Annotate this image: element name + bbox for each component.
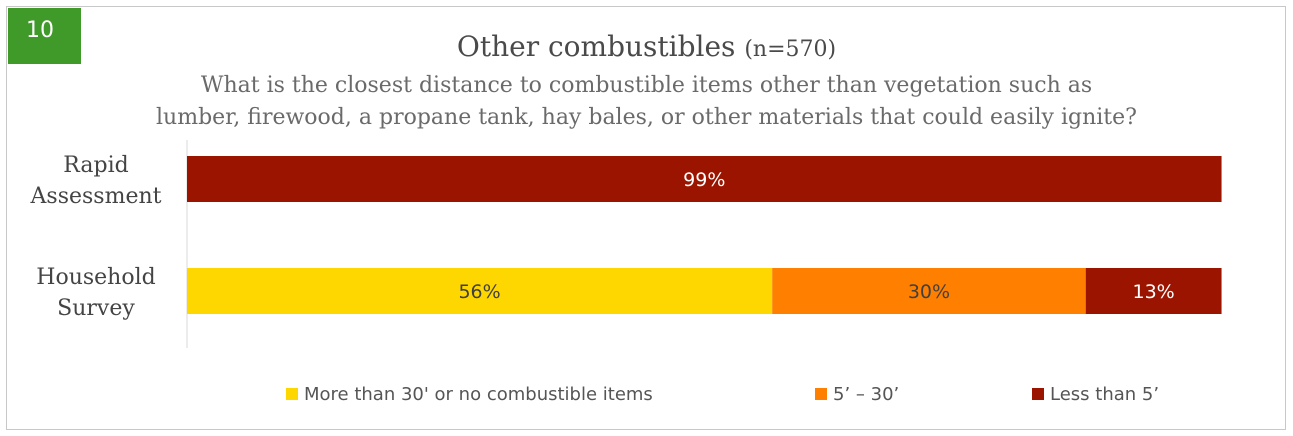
- chart-subtitle-line-1: What is the closest distance to combusti…: [200, 73, 1093, 98]
- chart-frame: [6, 6, 1286, 430]
- category-label-line: Rapid: [63, 153, 129, 178]
- bar-data-label: 13%: [1133, 281, 1175, 303]
- legend-item-more-than-30: More than 30' or no combustible items: [286, 382, 653, 406]
- category-label-line: Household: [36, 265, 156, 290]
- chart-subtitle-line-2: lumber, firewood, a propane tank, hay ba…: [156, 105, 1137, 130]
- category-label-line: Survey: [57, 296, 135, 321]
- legend-item-5-to-30: 5’ – 30’: [815, 382, 899, 406]
- bar-segment: [187, 268, 773, 314]
- bar-data-label: 99%: [683, 169, 725, 191]
- bar-segment: [1085, 268, 1222, 314]
- bar-segment: [772, 268, 1086, 314]
- bar-data-label: 56%: [458, 281, 500, 303]
- category-label-rapid-assessment: Rapid Assessment: [20, 150, 172, 212]
- chart-subtitle: What is the closest distance to combusti…: [0, 70, 1293, 134]
- category-label-household-survey: Household Survey: [20, 262, 172, 324]
- chart-title-text: Other combustibles: [456, 30, 736, 63]
- chart-legend: More than 30' or no combustible items 5’…: [0, 382, 1293, 406]
- legend-label-less-than-5: Less than 5’: [1050, 383, 1160, 405]
- legend-label-5-to-30: 5’ – 30’: [833, 383, 900, 405]
- bar-segment: [187, 156, 1222, 202]
- chart-title: Other combustibles (n=570): [0, 30, 1293, 63]
- badge-number: 10: [26, 18, 54, 43]
- slide-number-badge: 10: [8, 8, 81, 64]
- bar-data-label: 30%: [908, 281, 950, 303]
- chart-title-sample-size: (n=570): [744, 37, 837, 62]
- category-label-line: Assessment: [30, 184, 162, 209]
- legend-label-more-than-30: More than 30' or no combustible items: [304, 383, 653, 405]
- legend-swatch-more-than-30: [286, 388, 298, 400]
- legend-swatch-5-to-30: [815, 388, 827, 400]
- legend-swatch-less-than-5: [1032, 388, 1044, 400]
- legend-item-less-than-5: Less than 5’: [1032, 382, 1159, 406]
